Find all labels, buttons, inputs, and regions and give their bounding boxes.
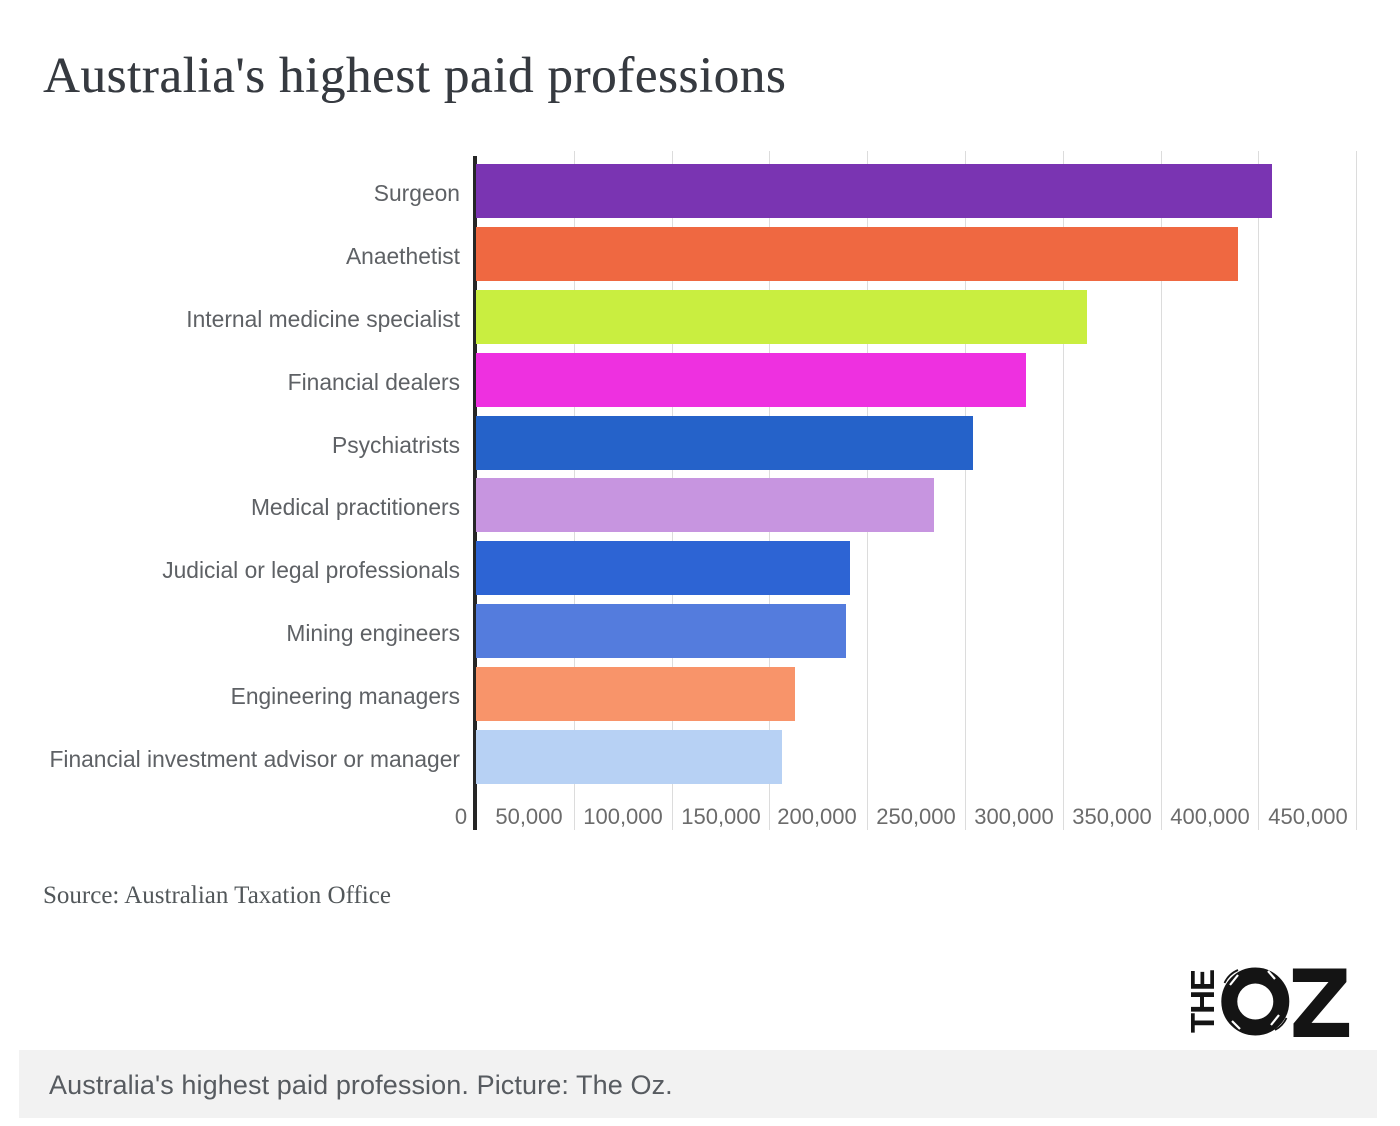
svg-text:THE: THE	[1184, 970, 1221, 1033]
